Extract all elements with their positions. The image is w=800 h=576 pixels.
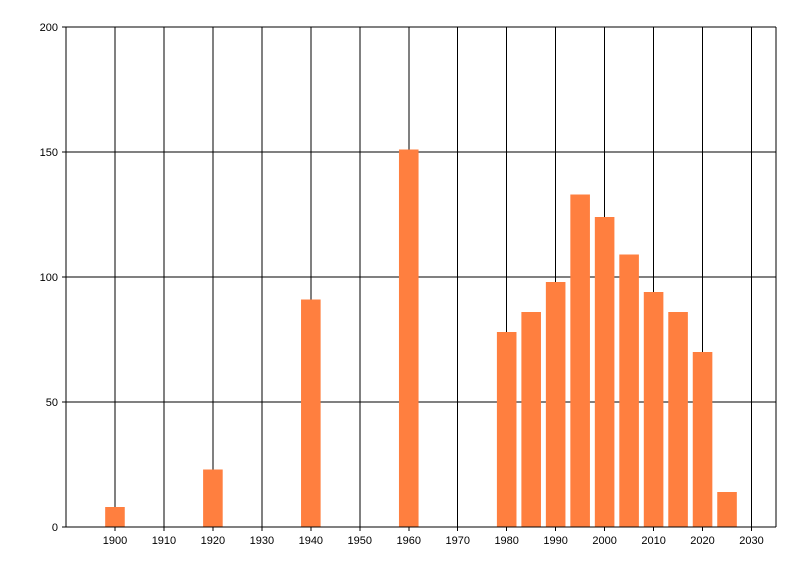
y-tick-label: 50: [46, 397, 58, 409]
bar-1995: [570, 194, 590, 527]
x-tick-label: 2020: [690, 535, 714, 547]
x-tick-label: 1910: [152, 535, 176, 547]
x-tick-label: 1900: [103, 535, 127, 547]
bar-1900: [105, 507, 125, 527]
bars: [105, 149, 737, 527]
bar-2015: [668, 312, 688, 527]
y-tick-label: 200: [40, 22, 58, 34]
axes: [62, 27, 776, 528]
bar-1940: [301, 299, 321, 527]
x-tick-label: 1920: [201, 535, 225, 547]
bar-1990: [545, 282, 566, 527]
x-tick-label: 1960: [397, 535, 421, 547]
y-tick-label: 100: [40, 272, 58, 284]
x-tick-label: 2030: [739, 535, 763, 547]
bar-2010: [643, 292, 664, 527]
bar-2020: [692, 352, 713, 527]
x-tick-label: 2000: [592, 535, 616, 547]
x-tick-label: 2010: [641, 535, 665, 547]
bar-1985: [521, 312, 541, 527]
y-tick-label: 0: [52, 522, 58, 534]
x-tick-label: 1950: [348, 535, 372, 547]
bar-1980: [496, 332, 517, 527]
y-tick-label: 150: [40, 147, 58, 159]
bar-1960: [398, 149, 419, 527]
x-tick-label: 1980: [494, 535, 518, 547]
x-tick-label: 1990: [543, 535, 567, 547]
x-tick-label: 1930: [250, 535, 274, 547]
bar-1920: [203, 469, 223, 527]
x-tick-label: 1970: [445, 535, 469, 547]
bar-2025: [717, 492, 737, 527]
bar-2005: [619, 254, 639, 527]
x-tick-label: 1940: [299, 535, 323, 547]
bar-2000: [594, 217, 615, 527]
tick-labels: 0 50 100 150 200 1900 1910 1920 1930 1940 1950 1960…: [40, 22, 764, 547]
